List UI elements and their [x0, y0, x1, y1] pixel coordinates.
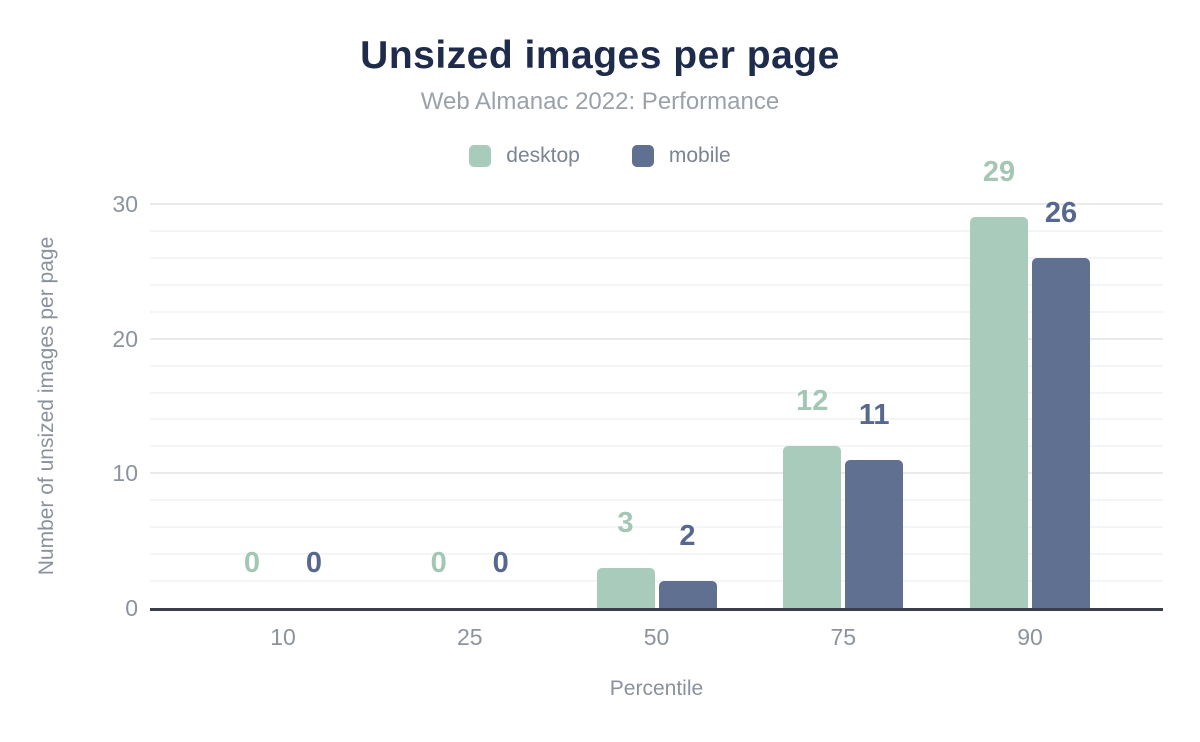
- gridline-minor: [150, 445, 1163, 448]
- plot-area: 0 0 10 0 0 25 3 2 50 12 11 75 29 26 90: [150, 158, 1163, 650]
- chart-title: Unsized images per page: [360, 34, 840, 77]
- y-axis-tick-labels: 0 10 20 30: [58, 191, 138, 621]
- legend-label-desktop: desktop: [506, 144, 580, 167]
- bar-mobile-p90: [1032, 257, 1090, 608]
- gridline-major: [150, 472, 1163, 475]
- mobile-swatch-icon: [631, 145, 654, 167]
- x-tick-label: 75: [830, 624, 857, 650]
- bar-desktop-p90: [970, 217, 1028, 608]
- chart-subtitle: Web Almanac 2022: Performance: [420, 88, 780, 115]
- desktop-swatch-icon: [469, 145, 492, 167]
- bar-desktop-p75: [783, 446, 842, 608]
- gridline-minor: [150, 499, 1163, 502]
- value-label-desktop-p50: 3: [617, 506, 634, 539]
- value-label-desktop-p10: 0: [243, 547, 261, 579]
- value-label-desktop-p25: 0: [430, 547, 447, 579]
- gridline-minor: [150, 553, 1163, 556]
- gridline-minor: [150, 580, 1163, 583]
- y-tick-label: 10: [112, 460, 138, 487]
- x-tick-label: 25: [456, 624, 483, 650]
- legend-item-desktop[interactable]: desktop: [469, 144, 580, 168]
- value-label-desktop-p90: 29: [982, 156, 1016, 189]
- gridline-minor: [150, 364, 1163, 367]
- gridline-minor: [150, 283, 1163, 286]
- gridline-minor: [150, 229, 1163, 232]
- bar-mobile-p50: [658, 581, 717, 608]
- y-tick-label: 0: [125, 595, 138, 621]
- gridline-minor: [150, 418, 1163, 421]
- value-label-mobile-p50: 2: [679, 520, 696, 553]
- x-tick-label: 50: [643, 624, 670, 650]
- bar-desktop-p50: [596, 567, 655, 608]
- gridline-minor: [150, 391, 1163, 394]
- gridline-minor: [150, 310, 1163, 313]
- value-label-mobile-p90: 26: [1044, 196, 1078, 229]
- value-label-desktop-p75: 12: [796, 385, 829, 418]
- x-tick-label: 90: [1017, 624, 1043, 650]
- legend-item-mobile[interactable]: mobile: [631, 144, 731, 168]
- value-label-mobile-p25: 0: [492, 547, 509, 579]
- gridline-minor: [150, 526, 1163, 529]
- value-label-mobile-p10: 0: [305, 547, 323, 579]
- gridline-major: [150, 203, 1163, 205]
- y-axis-title: Number of unsized images per page: [35, 236, 58, 576]
- value-label-mobile-p75: 11: [858, 398, 890, 431]
- legend-label-mobile: mobile: [668, 144, 731, 167]
- gridline-major: [150, 337, 1163, 340]
- x-tick-label: 10: [270, 624, 296, 650]
- legend: desktop mobile: [0, 142, 1200, 170]
- bar-mobile-p75: [845, 459, 904, 608]
- gridline-minor: [150, 256, 1163, 259]
- x-axis-title: Percentile: [609, 677, 704, 700]
- y-tick-label: 30: [112, 191, 138, 217]
- y-tick-label: 20: [112, 325, 138, 352]
